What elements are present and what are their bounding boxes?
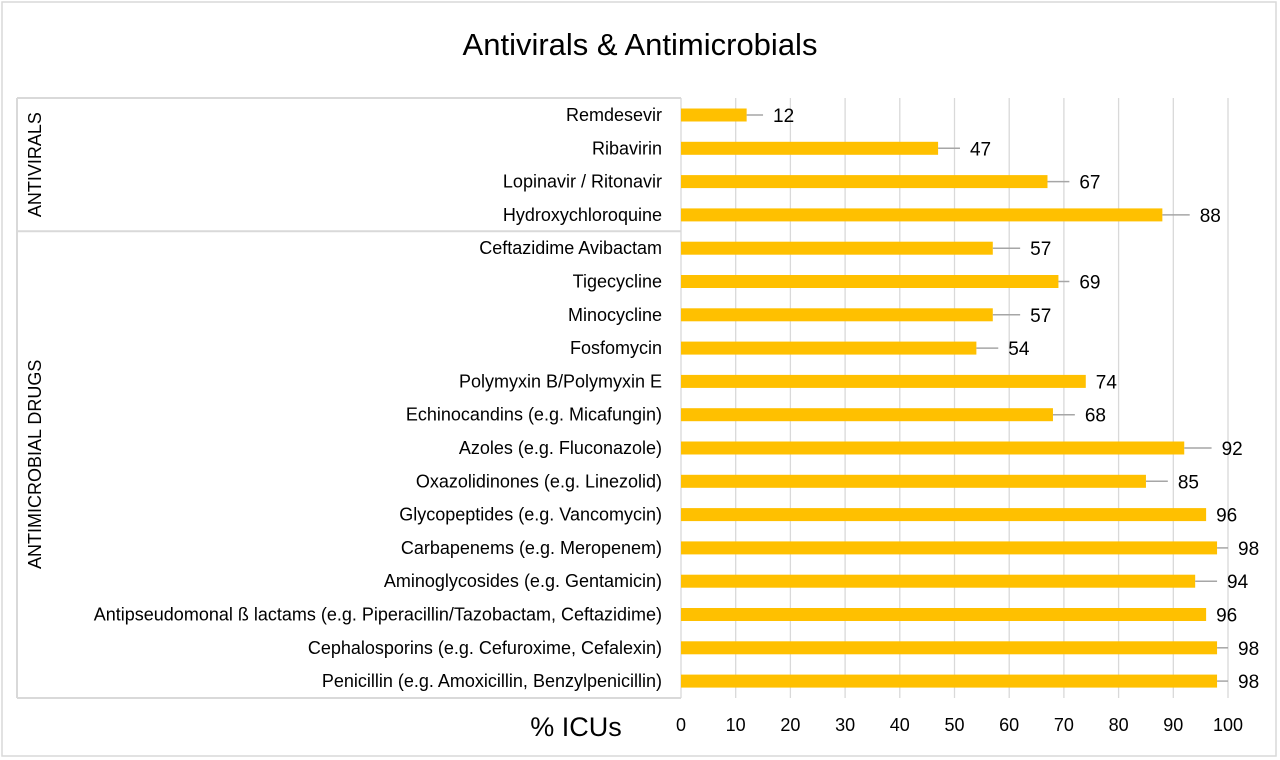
x-tick-label: 20 — [780, 715, 800, 735]
category-label: Remdesevir — [566, 105, 662, 125]
data-label: 88 — [1200, 206, 1221, 227]
bar — [681, 175, 1048, 189]
bar — [681, 208, 1163, 222]
category-label: Polymyxin B/Polymyxin E — [459, 371, 662, 391]
error-bars — [746, 114, 1228, 682]
bar — [681, 674, 1218, 688]
bar — [681, 641, 1218, 655]
category-label: Carbapenems (e.g. Meropenem) — [401, 538, 662, 558]
category-label: Cephalosporins (e.g. Cefuroxime, Cefalex… — [308, 638, 662, 658]
x-tick-label: 60 — [999, 715, 1019, 735]
category-label: Tigecycline — [573, 272, 662, 292]
data-label: 94 — [1227, 572, 1249, 593]
category-label: Echinocandins (e.g. Micafungin) — [406, 405, 662, 425]
bar — [681, 241, 993, 255]
data-label: 69 — [1079, 273, 1100, 294]
bar — [681, 308, 993, 322]
category-label: Ceftazidime Avibactam — [479, 238, 662, 258]
category-label: Antipseudomonal ß lactams (e.g. Piperaci… — [94, 605, 662, 625]
x-tick-label: 100 — [1213, 715, 1243, 735]
data-label: 98 — [1238, 639, 1259, 660]
bar — [681, 374, 1086, 388]
category-label: Azoles (e.g. Fluconazole) — [459, 438, 662, 458]
data-label: 57 — [1030, 306, 1051, 327]
bar — [681, 541, 1218, 555]
x-tick-label: 40 — [890, 715, 910, 735]
category-label: Hydroxychloroquine — [503, 205, 662, 225]
chart-title: Antivirals & Antimicrobials — [463, 27, 818, 62]
data-label: 98 — [1238, 539, 1259, 560]
data-label: 47 — [970, 139, 991, 160]
x-tick-label: 10 — [726, 715, 746, 735]
data-label: 12 — [773, 106, 794, 127]
bar — [681, 574, 1196, 588]
data-label: 74 — [1096, 372, 1118, 393]
bar — [681, 408, 1053, 422]
category-label: Fosfomycin — [570, 338, 662, 358]
gridlines — [680, 98, 1229, 698]
x-axis-label: % ICUs — [530, 712, 622, 742]
category-label: Oxazolidinones (e.g. Linezolid) — [416, 471, 662, 491]
x-tick-label: 80 — [1109, 715, 1129, 735]
bar — [681, 275, 1059, 288]
data-label: 68 — [1085, 406, 1106, 427]
x-tick-label: 90 — [1163, 715, 1183, 735]
bar — [681, 508, 1207, 522]
bar — [681, 141, 939, 155]
bars — [681, 108, 1218, 688]
data-label: 67 — [1079, 173, 1100, 194]
data-label: 92 — [1222, 439, 1243, 460]
data-label: 96 — [1216, 606, 1237, 627]
bar — [681, 341, 977, 355]
category-label: Minocycline — [568, 305, 662, 325]
category-label: Glycopeptides (e.g. Vancomycin) — [399, 505, 662, 525]
category-label: Penicillin (e.g. Amoxicillin, Benzylpeni… — [322, 671, 662, 691]
data-label: 85 — [1178, 472, 1199, 493]
x-tick-labels: 0 10 20 30 40 50 60 70 80 90 100 — [676, 715, 1243, 735]
x-tick-label: 0 — [676, 715, 686, 735]
category-label: Aminoglycosides (e.g. Gentamicin) — [384, 571, 662, 591]
x-tick-label: 70 — [1054, 715, 1074, 735]
category-label: Lopinavir / Ritonavir — [503, 172, 662, 192]
data-label: 54 — [1008, 339, 1030, 360]
group-label: ANTIVIRALS — [25, 112, 45, 217]
bar — [681, 441, 1185, 455]
data-label: 98 — [1238, 672, 1259, 693]
bar — [681, 108, 747, 122]
bar — [681, 474, 1146, 488]
category-label: Ribavirin — [592, 138, 662, 158]
bar — [681, 608, 1207, 621]
category-groups: ANTIVIRALS ANTIMICROBIAL DRUGS — [16, 97, 681, 699]
x-tick-label: 30 — [835, 715, 855, 735]
data-label: 57 — [1030, 239, 1051, 260]
group-label: ANTIMICROBIAL DRUGS — [25, 360, 45, 569]
data-label: 96 — [1216, 506, 1237, 527]
x-tick-label: 50 — [944, 715, 964, 735]
category-labels: Remdesevir Ribavirin Lopinavir / Ritonavir… — [94, 105, 662, 691]
